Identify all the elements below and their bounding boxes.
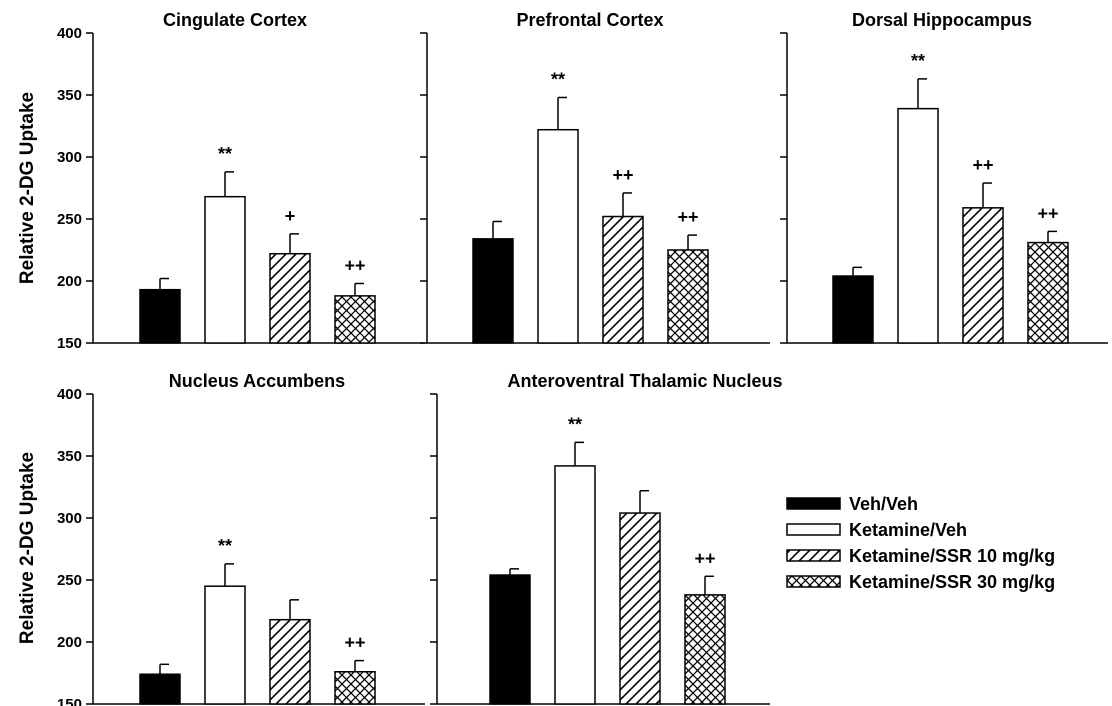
chart-panels: Cingulate Cortex150200250300350400**+++P… — [57, 10, 1108, 706]
chart-panel: Nucleus Accumbens 150 200 250 300 350 400 ** ++ — [57, 371, 425, 706]
y-tick-label: 350 — [57, 87, 82, 104]
bar-ketamine-veh — [554, 465, 596, 705]
significance-label: ++ — [344, 255, 365, 275]
bar-ketamine-ssr-30 — [1027, 241, 1069, 344]
significance-label: + — [285, 206, 296, 226]
significance-label: ++ — [694, 548, 715, 568]
significance-label: ** — [568, 414, 582, 434]
y-tick-label: 250 — [57, 572, 82, 589]
bar-veh-veh — [832, 275, 874, 344]
bar-ketamine-ssr-30 — [684, 594, 726, 705]
bar-ketamine-ssr-10 — [269, 618, 311, 705]
y-axis-label-bottom-row: Relative 2-DG Uptake — [17, 452, 38, 644]
chart-panel: Anteroventral Thalamic Nucleus ** ++ — [430, 371, 783, 705]
bar-veh-veh — [472, 238, 514, 344]
legend-swatch-ketamine-ssr-10 — [786, 549, 841, 562]
legend-label-ketamine-ssr-10: Ketamine/SSR 10 mg/kg — [849, 546, 1055, 566]
significance-label: ++ — [1037, 203, 1058, 223]
bar-ketamine-ssr-10 — [602, 215, 644, 344]
legend-label-ketamine-ssr-30: Ketamine/SSR 30 mg/kg — [849, 572, 1055, 592]
panel-title: Cingulate Cortex — [163, 10, 307, 30]
bar-ketamine-ssr-30 — [334, 295, 376, 344]
bar-ketamine-veh — [897, 107, 939, 344]
y-tick-label: 150 — [57, 696, 82, 706]
y-tick-label: 200 — [57, 634, 82, 651]
legend-swatch-ketamine-veh — [786, 523, 841, 536]
panel-title: Nucleus Accumbens — [169, 371, 345, 391]
panel-title: Dorsal Hippocampus — [852, 10, 1032, 30]
significance-label: ++ — [344, 633, 365, 653]
bar-ketamine-ssr-30 — [334, 671, 376, 705]
legend-item: Ketamine/SSR 30 mg/kg — [786, 572, 1055, 592]
legend-item: Ketamine/Veh — [786, 520, 967, 540]
y-tick-label: 150 — [57, 335, 82, 352]
significance-label: ** — [551, 69, 565, 89]
significance-label: ++ — [612, 165, 633, 185]
legend-swatch-ketamine-ssr-30 — [786, 575, 841, 588]
bar-ketamine-veh — [204, 195, 246, 344]
legend-label-ketamine-veh: Ketamine/Veh — [849, 520, 967, 540]
y-tick-label: 300 — [57, 510, 82, 527]
significance-label: ++ — [677, 207, 698, 227]
y-tick-label: 200 — [57, 273, 82, 290]
bar-veh-veh — [139, 673, 181, 705]
bar-ketamine-veh — [537, 128, 579, 344]
y-tick-label: 400 — [57, 25, 82, 42]
bar-ketamine-ssr-10 — [269, 252, 311, 344]
significance-label: ** — [218, 536, 232, 556]
legend-swatch-veh-veh — [786, 497, 841, 510]
legend-item: Veh/Veh — [786, 494, 918, 514]
significance-label: ++ — [972, 155, 993, 175]
significance-label: ** — [218, 144, 232, 164]
significance-label: ** — [911, 51, 925, 71]
chart-panel: Dorsal Hippocampus ** ++ ++ — [780, 10, 1108, 344]
bar-veh-veh — [489, 574, 531, 705]
bar-ketamine-veh — [204, 585, 246, 705]
y-tick-label: 300 — [57, 149, 82, 166]
legend-label-veh-veh: Veh/Veh — [849, 494, 918, 514]
legend: Veh/Veh Ketamine/Veh Ketamine/SSR 10 mg/… — [786, 494, 1055, 592]
y-tick-label: 350 — [57, 448, 82, 465]
chart-panel: Prefrontal Cortex ** ++ ++ — [420, 10, 770, 344]
y-tick-label: 400 — [57, 386, 82, 403]
bar-ketamine-ssr-30 — [667, 249, 709, 344]
bar-ketamine-ssr-10 — [619, 512, 661, 705]
y-tick-label: 250 — [57, 211, 82, 228]
bar-veh-veh — [139, 288, 181, 344]
panel-title: Anteroventral Thalamic Nucleus — [507, 371, 782, 391]
y-axis-label-top-row: Relative 2-DG Uptake — [17, 92, 38, 284]
bar-ketamine-ssr-10 — [962, 207, 1004, 344]
legend-item: Ketamine/SSR 10 mg/kg — [786, 546, 1055, 566]
panel-title: Prefrontal Cortex — [516, 10, 663, 30]
